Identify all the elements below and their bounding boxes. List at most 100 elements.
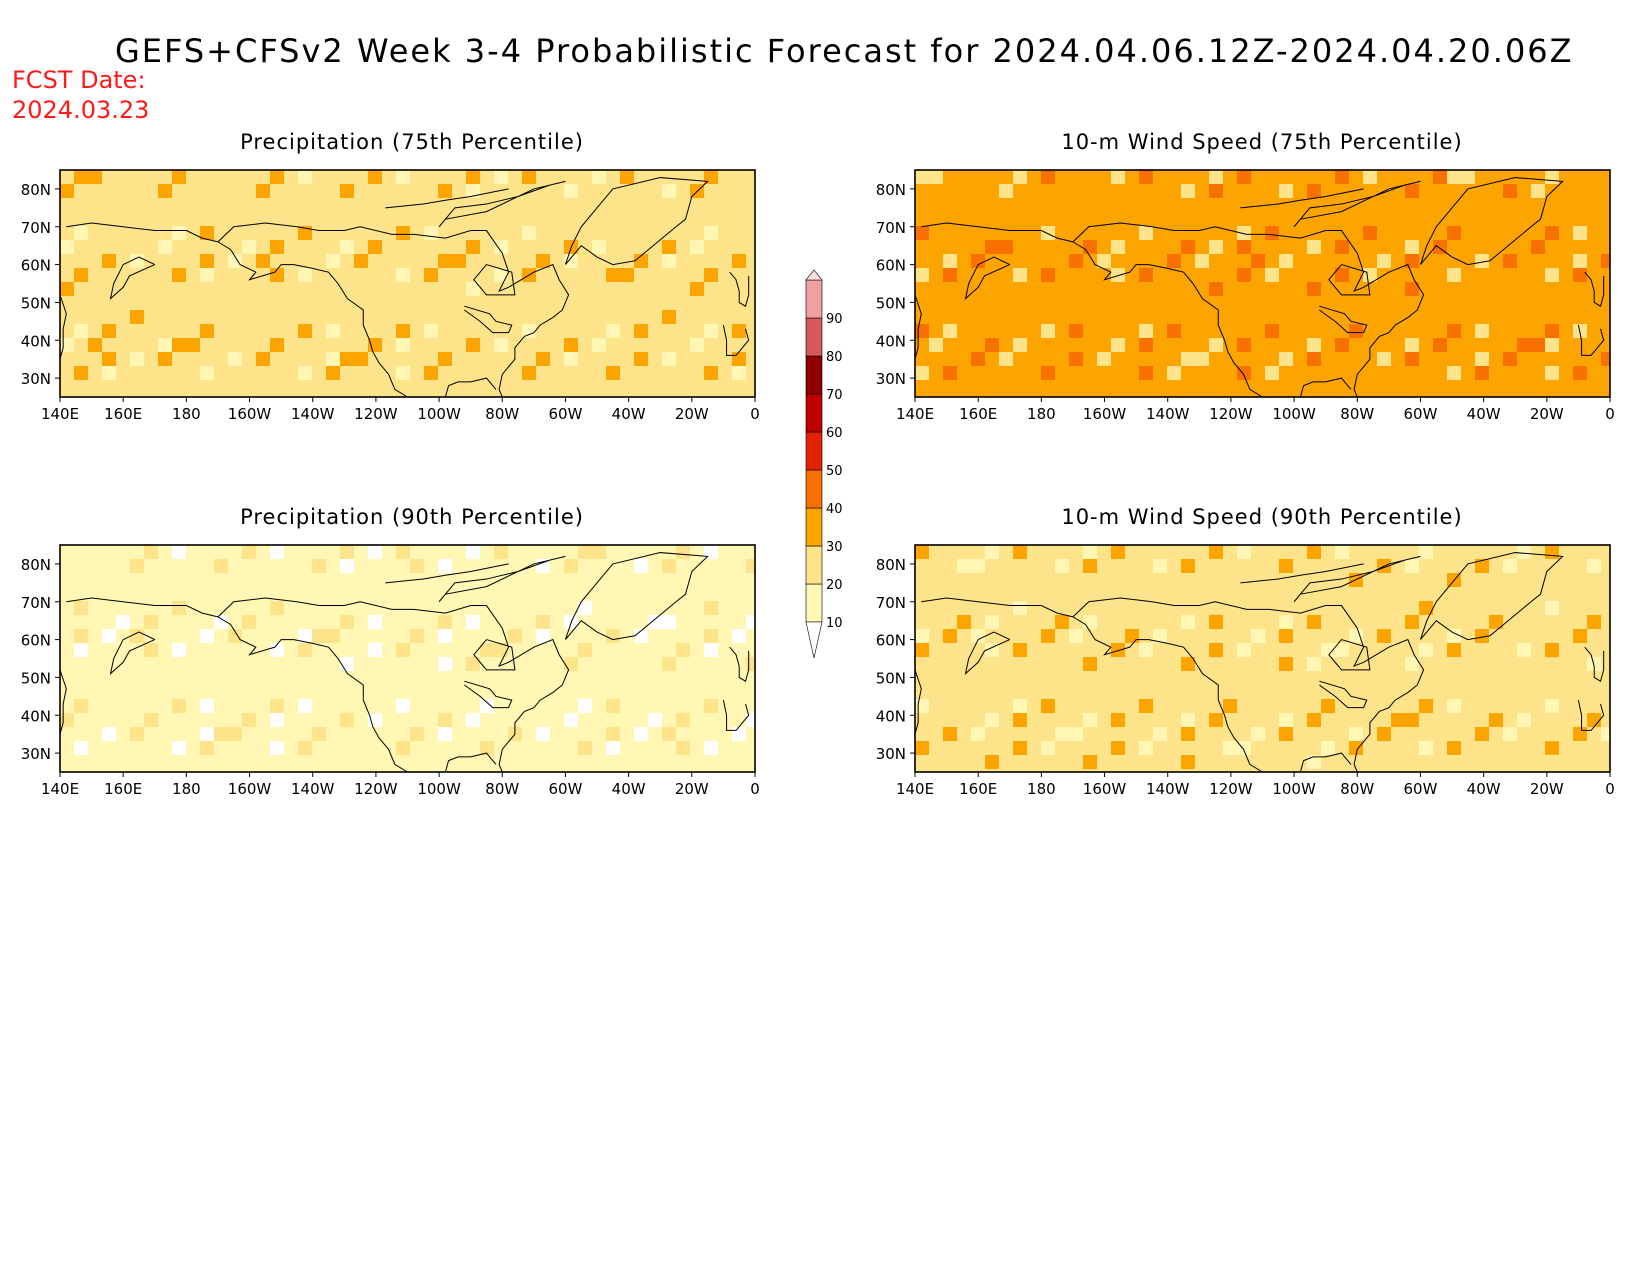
colorbar-bin — [805, 545, 823, 585]
lat-tick-label: 40N — [21, 332, 51, 350]
lat-tick-label: 30N — [876, 745, 906, 763]
colorbar-level-label: 70 — [826, 388, 843, 403]
lon-tick-label: 120W — [1209, 405, 1253, 423]
lon-tick-label: 60W — [548, 405, 582, 423]
lon-tick-label: 160W — [228, 405, 272, 423]
panel-title-wind-90: 10-m Wind Speed (90th Percentile) — [1061, 505, 1463, 529]
lon-tick-label: 0 — [750, 780, 760, 798]
lat-tick-label: 50N — [876, 294, 906, 312]
lon-tick-label: 60W — [1403, 405, 1437, 423]
colorbar-top-arrow — [805, 269, 823, 281]
colorbar-bottom-arrow — [805, 621, 823, 659]
lon-tick-label: 120W — [1209, 780, 1253, 798]
colorbar-level-label: 80 — [826, 350, 843, 365]
lat-tick-label: 30N — [876, 370, 906, 388]
lat-tick-label: 30N — [21, 745, 51, 763]
lon-tick-label: 140E — [896, 405, 934, 423]
lon-tick-label: 160W — [1083, 405, 1127, 423]
colorbar-level-label: 30 — [826, 540, 843, 555]
lat-tick-label: 80N — [876, 181, 906, 199]
lon-tick-label: 160W — [1083, 780, 1127, 798]
lon-tick-label: 80W — [485, 405, 519, 423]
lat-tick-label: 70N — [876, 219, 906, 237]
lon-tick-label: 140W — [291, 405, 335, 423]
lon-tick-label: 140E — [41, 780, 79, 798]
colorbar-bin — [805, 469, 823, 509]
lat-tick-label: 50N — [876, 669, 906, 687]
lon-tick-label: 80W — [1340, 780, 1374, 798]
lon-tick-label: 180 — [172, 780, 201, 798]
colorbar-bin — [805, 355, 823, 395]
lon-tick-label: 180 — [1027, 780, 1056, 798]
lat-tick-label: 40N — [876, 707, 906, 725]
lon-tick-label: 0 — [1605, 405, 1615, 423]
lat-tick-label: 80N — [21, 556, 51, 574]
lon-tick-label: 80W — [1340, 405, 1374, 423]
lon-tick-label: 160E — [104, 780, 142, 798]
fcst-date-value: 2024.03.23 — [12, 96, 150, 124]
lon-tick-label: 60W — [1403, 780, 1437, 798]
lon-tick-label: 180 — [1027, 405, 1056, 423]
panel-title-wind-75: 10-m Wind Speed (75th Percentile) — [1061, 130, 1463, 154]
lon-tick-label: 100W — [417, 780, 461, 798]
lat-tick-label: 70N — [876, 594, 906, 612]
lat-tick-label: 30N — [21, 370, 51, 388]
lon-tick-label: 20W — [675, 780, 709, 798]
lat-tick-label: 70N — [21, 594, 51, 612]
colorbar-level-label: 10 — [826, 616, 843, 631]
lat-tick-label: 60N — [21, 632, 51, 650]
lat-tick-label: 70N — [21, 219, 51, 237]
panel-title-precip-90: Precipitation (90th Percentile) — [240, 505, 584, 529]
lat-tick-label: 80N — [21, 181, 51, 199]
lon-tick-label: 80W — [485, 780, 519, 798]
lon-tick-label: 160E — [104, 405, 142, 423]
probability-colorbar: 10 20 30 40 50 60 70 80 90 — [805, 269, 843, 659]
lon-tick-label: 40W — [1467, 405, 1501, 423]
lon-tick-label: 140E — [896, 780, 934, 798]
lon-tick-label: 0 — [1605, 780, 1615, 798]
colorbar-level-label: 50 — [826, 464, 843, 479]
lon-tick-label: 160E — [959, 780, 997, 798]
map-panel-precip-75: 140E 160E 180 160W 140W 120W 100W 80W 60W 40W 20W 0… — [21, 169, 760, 423]
lon-tick-label: 40W — [612, 780, 646, 798]
map-panel-wind-90: 140E 160E 180 160W 140W 120W 100W 80W 60W 40W 20W 0… — [876, 544, 1615, 798]
lon-tick-label: 120W — [354, 405, 398, 423]
colorbar-level-label: 60 — [826, 426, 843, 441]
colorbar-level-label: 40 — [826, 502, 843, 517]
lon-tick-label: 140W — [1146, 780, 1190, 798]
lon-tick-label: 100W — [1272, 780, 1316, 798]
colorbar-bin — [805, 431, 823, 471]
lon-tick-label: 140E — [41, 405, 79, 423]
lon-tick-label: 180 — [172, 405, 201, 423]
lon-tick-label: 20W — [1530, 780, 1564, 798]
colorbar-bin — [805, 393, 823, 433]
lon-tick-label: 60W — [548, 780, 582, 798]
lon-tick-label: 140W — [291, 780, 335, 798]
colorbar-bin — [805, 279, 823, 319]
lon-tick-label: 140W — [1146, 405, 1190, 423]
lat-tick-label: 60N — [876, 257, 906, 275]
colorbar-bin — [805, 317, 823, 357]
main-title: GEFS+CFSv2 Week 3-4 Probabilistic Foreca… — [115, 32, 1574, 70]
lat-tick-label: 40N — [21, 707, 51, 725]
map-panel-wind-75: 140E 160E 180 160W 140W 120W 100W 80W 60W 40W 20W 0… — [876, 169, 1615, 423]
colorbar-bin — [805, 507, 823, 547]
lat-tick-label: 50N — [21, 669, 51, 687]
lon-tick-label: 100W — [1272, 405, 1316, 423]
lat-tick-label: 60N — [876, 632, 906, 650]
panel-title-precip-75: Precipitation (75th Percentile) — [240, 130, 584, 154]
colorbar-level-label: 90 — [826, 312, 843, 327]
lat-tick-label: 60N — [21, 257, 51, 275]
lat-tick-label: 40N — [876, 332, 906, 350]
lon-tick-label: 160E — [959, 405, 997, 423]
fcst-date-label: FCST Date: — [12, 66, 146, 94]
lon-tick-label: 0 — [750, 405, 760, 423]
lon-tick-label: 40W — [1467, 780, 1501, 798]
lat-tick-label: 80N — [876, 556, 906, 574]
lon-tick-label: 100W — [417, 405, 461, 423]
lon-tick-label: 40W — [612, 405, 646, 423]
lon-tick-label: 120W — [354, 780, 398, 798]
lon-tick-label: 160W — [228, 780, 272, 798]
map-panel-precip-90: 140E 160E 180 160W 140W 120W 100W 80W 60W 40W 20W 0… — [21, 544, 760, 798]
lon-tick-label: 20W — [1530, 405, 1564, 423]
